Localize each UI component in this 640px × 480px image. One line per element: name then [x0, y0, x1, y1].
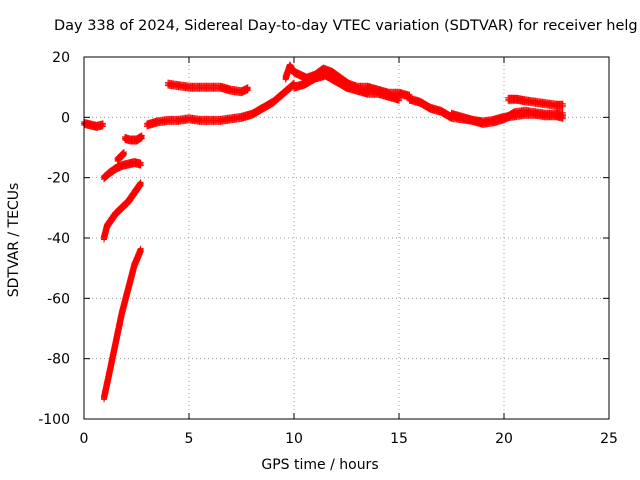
y-tick-label: -100: [38, 412, 70, 428]
y-tick-label: -80: [47, 352, 70, 368]
series-markers: [122, 132, 145, 145]
chart-title: Day 338 of 2024, Sidereal Day-to-day VTE…: [54, 18, 638, 34]
series-arc-j: [291, 70, 402, 104]
series-arc-d: [101, 158, 144, 183]
x-tick-label: 20: [495, 431, 513, 447]
series-arc-h: [165, 79, 251, 97]
y-axis-label: SDTVAR / TECUs: [6, 182, 22, 298]
series-arc-b: [101, 245, 144, 403]
series-arc-l: [448, 106, 566, 128]
series-markers: [101, 245, 144, 403]
series-markers: [165, 79, 251, 97]
series-arc-m: [505, 94, 566, 110]
y-tick-label: -40: [47, 231, 70, 247]
series-arc-e: [114, 149, 127, 165]
series-markers: [101, 158, 144, 183]
x-axis-label: GPS time / hours: [261, 457, 379, 473]
x-tick-label: 5: [185, 431, 194, 447]
series-markers: [505, 94, 566, 110]
series-markers: [144, 79, 297, 130]
y-tick-label: 20: [52, 50, 70, 66]
series-arc-c: [101, 179, 144, 243]
x-tick-label: 0: [80, 431, 89, 447]
axis-ticks: [83, 56, 610, 420]
y-tick-labels: 20 0 -20 -40 -60 -80 -100: [38, 50, 70, 428]
data-points: [81, 61, 566, 403]
x-tick-label: 10: [285, 431, 303, 447]
y-tick-label: -60: [47, 291, 70, 307]
series-arc-a: [81, 118, 106, 131]
series-markers: [101, 179, 144, 243]
series-markers: [291, 70, 402, 104]
x-tick-label: 25: [600, 431, 618, 447]
series-arc-f: [122, 132, 145, 145]
series-arc-g: [144, 79, 297, 130]
x-tick-labels: 0 5 10 15 20 25: [80, 431, 618, 447]
series-markers: [81, 118, 106, 131]
series-markers: [114, 149, 127, 165]
y-tick-label: 0: [61, 110, 70, 126]
series-markers: [448, 106, 566, 128]
x-tick-label: 15: [390, 431, 408, 447]
y-tick-label: -20: [47, 171, 70, 187]
